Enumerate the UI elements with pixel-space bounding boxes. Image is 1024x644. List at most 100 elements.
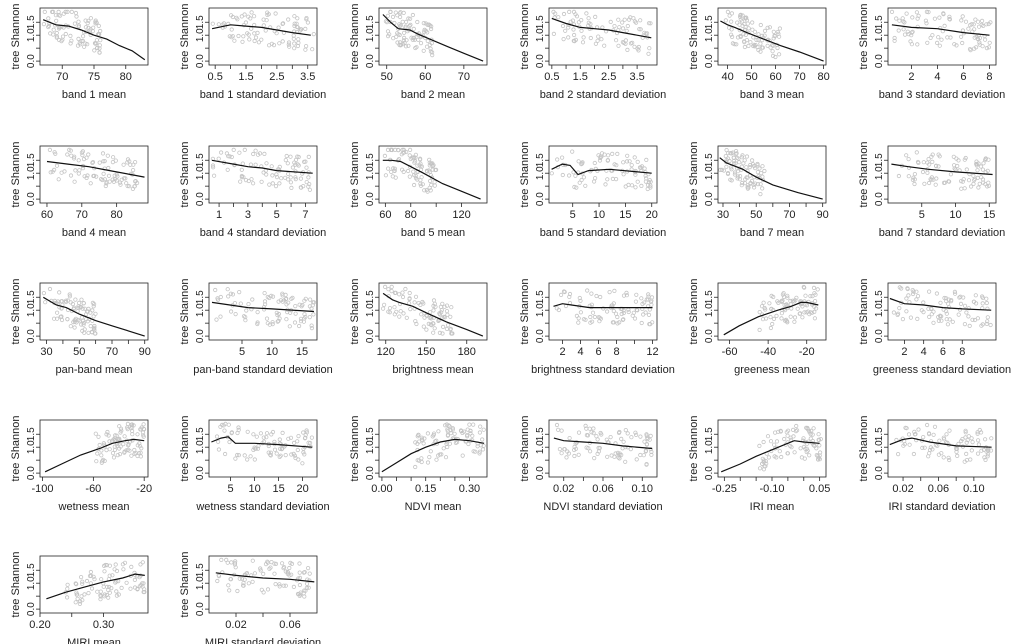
y-tick-label: 0.0 <box>874 54 885 68</box>
data-point <box>431 298 437 303</box>
data-point <box>799 455 805 460</box>
data-point <box>92 325 97 330</box>
y-tick-label: 1.0 <box>874 166 885 180</box>
data-point <box>566 451 572 456</box>
data-point <box>788 314 793 319</box>
data-point <box>94 459 99 464</box>
x-tick-label: 5 <box>919 209 925 221</box>
data-point <box>245 31 250 36</box>
data-point <box>226 154 231 159</box>
data-point <box>411 26 416 31</box>
data-point <box>283 569 288 574</box>
data-point <box>400 294 406 300</box>
y-tick-label: 0.0 <box>365 329 376 343</box>
data-point <box>643 449 648 454</box>
y-tick-label: 1.0 <box>704 303 715 317</box>
data-point <box>914 150 919 155</box>
data-point <box>396 292 402 297</box>
data-point <box>626 309 631 315</box>
x-tick-label: 75 <box>88 71 100 83</box>
data-point <box>581 35 586 40</box>
data-point <box>954 43 959 48</box>
data-point <box>808 436 813 441</box>
data-point <box>962 459 967 464</box>
data-point <box>94 174 99 179</box>
data-point <box>292 46 297 51</box>
data-point <box>233 565 238 570</box>
data-point <box>432 326 437 331</box>
data-point <box>424 44 430 49</box>
data-point <box>118 182 123 187</box>
y-tick-label: 0.0 <box>195 329 206 343</box>
data-point <box>100 151 106 156</box>
data-point <box>274 172 279 177</box>
y-tick-label: 1.0 <box>535 440 546 454</box>
data-point <box>958 301 964 306</box>
data-point <box>303 432 308 438</box>
data-point <box>962 303 968 308</box>
data-point <box>75 596 80 601</box>
data-point <box>46 23 52 28</box>
data-point <box>125 421 131 426</box>
data-point <box>729 167 734 172</box>
data-point <box>975 451 981 456</box>
x-tick-label: 150 <box>417 346 435 358</box>
data-point <box>437 311 442 316</box>
plot-frame <box>378 7 488 66</box>
x-tick-label: 0.06 <box>279 619 300 631</box>
data-point <box>621 160 626 165</box>
data-point <box>430 164 435 169</box>
data-point <box>751 42 757 47</box>
data-point <box>79 594 84 599</box>
data-point <box>643 173 648 178</box>
data-point <box>101 584 106 589</box>
data-point <box>757 327 762 332</box>
data-point <box>801 436 806 441</box>
data-point <box>955 163 960 169</box>
data-point <box>930 152 935 157</box>
data-point <box>393 290 398 295</box>
y-tick-label: 1.5 <box>26 563 37 577</box>
data-point <box>407 147 413 152</box>
data-point <box>639 296 644 301</box>
data-point <box>803 293 808 298</box>
data-point <box>760 186 765 191</box>
data-point <box>82 44 87 49</box>
data-point <box>604 437 609 442</box>
x-tick-label: 1.5 <box>573 71 588 83</box>
data-point <box>307 297 313 302</box>
data-point <box>619 452 624 458</box>
data-point <box>397 11 402 16</box>
data-point <box>984 300 989 306</box>
data-point <box>416 37 421 42</box>
y-tick-label: 0.0 <box>26 329 37 343</box>
data-point <box>431 431 437 436</box>
x-tick-label: 8 <box>986 71 992 83</box>
y-axis-label: tree Shannon <box>688 3 700 69</box>
data-point <box>305 565 311 571</box>
data-point <box>380 306 386 311</box>
data-point <box>962 186 967 191</box>
data-point <box>59 317 65 323</box>
data-point <box>615 314 620 320</box>
x-tick-label: 2 <box>559 346 565 358</box>
data-point <box>755 163 760 168</box>
data-point <box>414 45 419 50</box>
data-point <box>591 179 597 184</box>
data-point <box>742 158 747 163</box>
data-point <box>243 318 248 323</box>
x-tick-label: -60 <box>85 483 101 495</box>
data-point <box>920 169 926 175</box>
data-point <box>718 167 723 172</box>
data-point <box>310 303 315 308</box>
x-tick-label: 0.30 <box>93 619 114 631</box>
data-point <box>227 588 232 593</box>
x-tick-label: 70 <box>458 71 470 83</box>
data-point <box>86 152 91 157</box>
data-point <box>975 36 981 42</box>
scatter-points <box>757 284 820 332</box>
x-tick-label: 70 <box>783 209 795 221</box>
data-point <box>926 289 932 294</box>
x-tick-label: 0.02 <box>553 483 574 495</box>
y-tick-label: 0.0 <box>365 192 376 206</box>
